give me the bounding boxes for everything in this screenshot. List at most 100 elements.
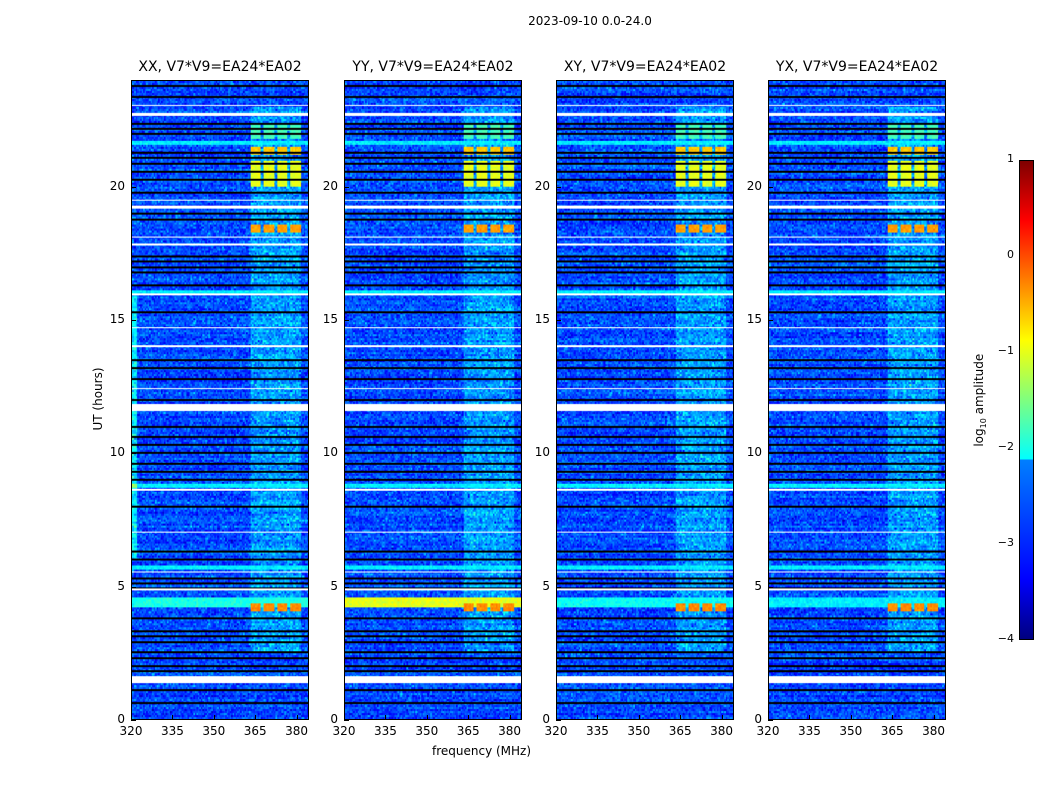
y-tick-mark: [768, 186, 773, 188]
x-tick-mark: [892, 715, 894, 720]
x-tick-mark: [721, 715, 723, 720]
y-tick-mark: [556, 453, 561, 455]
y-tick-mark: [556, 586, 561, 588]
panel-title: XX, V7*V9=EA24*EA02: [138, 59, 302, 75]
x-tick-mark: [680, 715, 682, 720]
x-tick-label: 335: [160, 724, 184, 738]
y-tick-label: 15: [109, 312, 125, 326]
y-tick-mark: [768, 320, 773, 321]
colorbar-tick-label: −4: [997, 632, 1014, 645]
y-tick-label: 10: [109, 445, 125, 460]
x-tick-label: 365: [880, 724, 904, 738]
x-tick-mark: [933, 715, 935, 720]
x-tick-label: 320: [332, 724, 356, 738]
spectrogram-panel: [556, 80, 734, 720]
spectrogram-heatmap: [769, 81, 945, 719]
x-tick-mark: [385, 715, 387, 720]
colorbar-tick-label: 0: [1007, 248, 1014, 261]
y-tick-label: 5: [330, 578, 338, 593]
x-tick-label: 350: [415, 724, 439, 738]
y-tick-label: 15: [534, 312, 550, 326]
y-tick-mark: [556, 720, 561, 721]
x-tick-label: 350: [839, 724, 863, 738]
y-tick-label: 20: [534, 178, 550, 193]
y-tick-mark: [131, 586, 136, 588]
x-tick-mark: [344, 715, 345, 720]
x-tick-label: 350: [627, 724, 651, 738]
colorbar-tick-label: −2: [997, 440, 1014, 453]
x-tick-label: 320: [119, 724, 143, 738]
y-tick-label: 0: [330, 712, 338, 726]
y-tick-mark: [344, 320, 349, 321]
figure-title: 2023-09-10 0.0-24.0: [528, 14, 652, 28]
x-tick-label: 380: [922, 724, 946, 738]
x-tick-label: 320: [756, 724, 780, 738]
y-tick-mark: [556, 320, 561, 321]
x-tick-label: 380: [285, 724, 309, 738]
spectrogram-panel: [131, 80, 309, 720]
y-tick-mark: [344, 720, 349, 721]
x-tick-mark: [131, 715, 132, 720]
x-tick-mark: [638, 715, 640, 720]
panel-title: YX, V7*V9=EA24*EA02: [775, 59, 939, 75]
y-tick-mark: [768, 453, 773, 455]
y-tick-label: 10: [322, 445, 338, 460]
x-tick-mark: [255, 715, 257, 720]
x-tick-mark: [296, 715, 298, 720]
x-tick-mark: [597, 715, 599, 720]
y-tick-label: 0: [754, 712, 762, 726]
x-tick-mark: [809, 715, 811, 720]
y-tick-label: 20: [322, 178, 338, 193]
y-tick-label: 5: [754, 578, 762, 593]
y-tick-label: 15: [322, 312, 338, 326]
y-tick-label: 5: [542, 578, 550, 593]
colorbar-tick-label: −3: [997, 536, 1014, 549]
colorbar-tick-label: 1: [1007, 152, 1014, 165]
y-tick-label: 15: [746, 312, 762, 326]
x-tick-label: 335: [373, 724, 397, 738]
x-tick-mark: [213, 715, 215, 720]
x-tick-mark: [556, 715, 557, 720]
y-tick-label: 0: [542, 712, 550, 726]
y-tick-label: 10: [746, 445, 762, 460]
y-tick-mark: [768, 720, 773, 721]
colorbar-tick-label: −1: [997, 344, 1014, 357]
y-tick-mark: [768, 586, 773, 588]
x-tick-mark: [850, 715, 852, 720]
colorbar: [1019, 160, 1034, 640]
spectrogram-panel: [768, 80, 946, 720]
x-axis-label: frequency (MHz): [432, 744, 532, 758]
spectrogram-heatmap: [132, 81, 308, 719]
x-tick-label: 365: [456, 724, 480, 738]
y-tick-mark: [131, 320, 136, 321]
x-tick-mark: [172, 715, 174, 720]
x-tick-mark: [509, 715, 511, 720]
x-tick-label: 365: [668, 724, 692, 738]
y-tick-mark: [556, 186, 561, 188]
x-tick-label: 380: [498, 724, 522, 738]
y-tick-mark: [344, 586, 349, 588]
spectrogram-heatmap: [557, 81, 733, 719]
y-tick-label: 5: [117, 578, 125, 593]
x-tick-label: 365: [243, 724, 267, 738]
x-tick-mark: [768, 715, 769, 720]
y-tick-label: 10: [534, 445, 550, 460]
panel-title: YY, V7*V9=EA24*EA02: [352, 59, 514, 75]
spectrogram-heatmap: [345, 81, 521, 719]
y-tick-mark: [131, 720, 136, 721]
x-tick-mark: [426, 715, 428, 720]
colorbar-label: log10 amplitude: [971, 353, 989, 447]
y-axis-label: UT (hours): [91, 367, 105, 431]
y-tick-mark: [344, 186, 349, 188]
x-tick-label: 335: [585, 724, 609, 738]
x-tick-label: 350: [202, 724, 226, 738]
y-tick-mark: [131, 453, 136, 455]
y-tick-mark: [344, 453, 349, 455]
x-tick-label: 320: [544, 724, 568, 738]
x-tick-mark: [468, 715, 470, 720]
y-tick-label: 0: [117, 712, 125, 726]
x-tick-label: 335: [797, 724, 821, 738]
panel-title: XY, V7*V9=EA24*EA02: [563, 59, 727, 75]
x-tick-label: 380: [710, 724, 734, 738]
